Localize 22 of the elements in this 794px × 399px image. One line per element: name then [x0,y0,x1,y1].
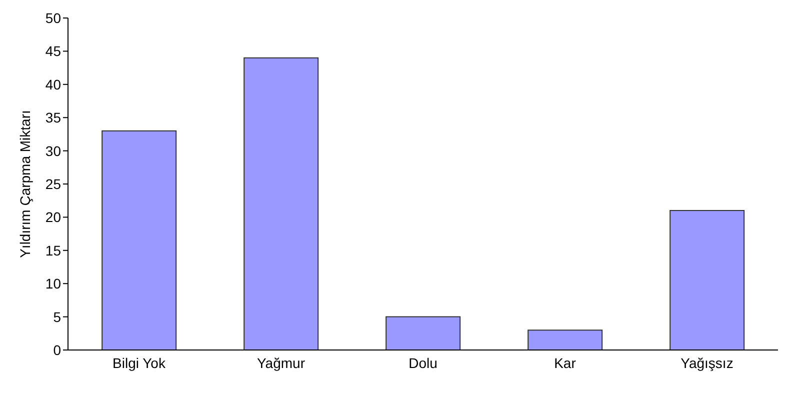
y-tick-label: 20 [45,209,62,226]
y-tick-label: 30 [45,142,62,159]
x-tick-label: Yağmur [257,354,306,371]
y-tick-label: 35 [45,110,62,126]
y-tick-label: 45 [45,43,62,60]
y-tick-label: 25 [45,176,62,192]
bar [670,210,745,350]
bar [386,316,461,350]
x-tick-label: Kar [554,354,576,371]
x-tick-label: Dolu [408,354,438,371]
y-tick-label: 5 [53,308,62,325]
x-tick-label: Yağışsız [680,354,734,371]
bar [244,57,319,350]
y-tick-label: 0 [53,342,62,358]
y-tick-label: 10 [45,276,62,292]
bar [102,130,177,350]
x-tick-label: Bilgi Yok [112,354,166,371]
y-tick-label: 40 [45,76,62,92]
y-axis-title: Yıldırım Çarpma Miktarı [16,110,33,258]
bar [528,330,603,350]
y-tick-label: 15 [45,242,62,258]
y-tick-label: 50 [45,10,62,26]
